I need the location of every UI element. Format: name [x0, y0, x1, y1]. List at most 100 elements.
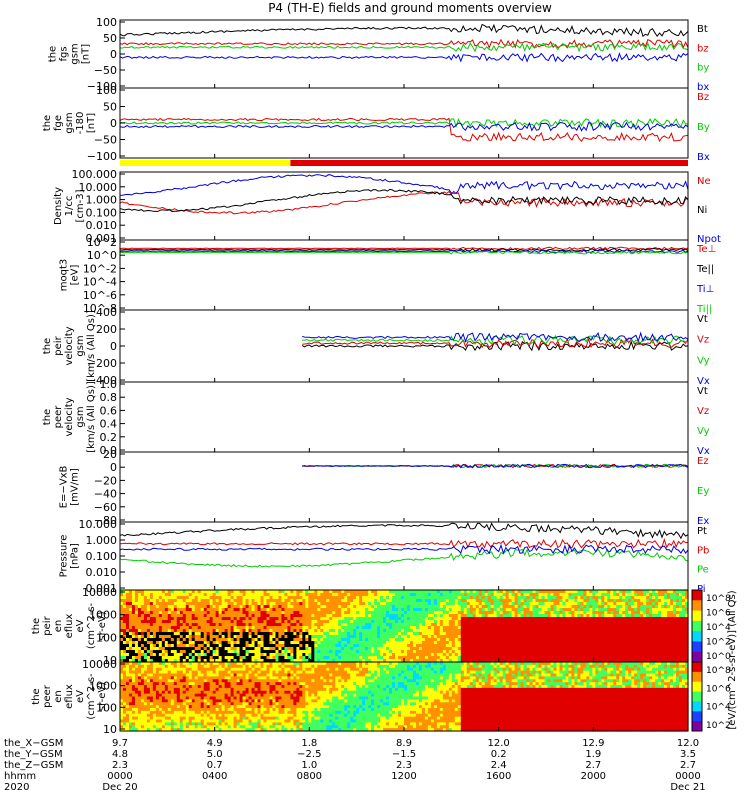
- y-tick-label: 0.0: [100, 444, 118, 457]
- y-tick-label: 0.4: [100, 418, 118, 431]
- x-row-value: 0400: [202, 771, 227, 782]
- series-te||: [120, 247, 689, 252]
- y-tick-label: 10^-4: [83, 276, 117, 289]
- y-tick-label: −400: [87, 374, 117, 387]
- series-pi: [119, 543, 689, 555]
- x-row-value: 0000: [107, 771, 132, 782]
- legend-npot: Npot: [697, 234, 721, 245]
- panel-1: 100 50 0 −50 −100 thefgsgsm[nT] Bt bz by bx: [48, 16, 710, 93]
- x-row-value: 0800: [297, 771, 322, 782]
- y-tick-label: −80: [94, 514, 117, 527]
- series-by: [119, 41, 689, 53]
- series-te⊥: [119, 246, 689, 251]
- y-tick-label: 0: [110, 48, 117, 61]
- y-tick-label: 10000: [82, 658, 117, 671]
- y-tick-label: 0: [110, 461, 117, 474]
- x-row-value: 12.0: [677, 738, 699, 749]
- legend-vz: Vz: [697, 335, 709, 346]
- x-row-value: 4.9: [207, 738, 223, 749]
- x-row-label: 2020: [4, 782, 29, 793]
- series-ni: [119, 188, 689, 213]
- y-tick-label: −100: [87, 150, 117, 163]
- panel-6: 1.00.80.60.40.20.0thepeervelocitygsm[km/…: [42, 378, 710, 457]
- y-tick-label: −40: [94, 488, 117, 501]
- y-tick-label: 100: [96, 16, 117, 29]
- series-pb: [119, 538, 689, 549]
- legend-pb: Pb: [697, 545, 709, 556]
- colorbar-tick-label: 10^2: [706, 721, 731, 731]
- x-row-value: 2.7: [585, 760, 601, 771]
- colorbar-tick-label: 10^8: [706, 666, 731, 676]
- x-row-value: 12.0: [488, 738, 510, 749]
- panel-2: 100 50 0 −50 −100 thefgegsm-180[nT] Bz By Bx: [42, 84, 710, 163]
- legend-vx: Vx: [697, 376, 710, 387]
- x-row-label: the_X−GSM: [4, 738, 63, 749]
- y-tick-label: 10^0: [87, 249, 117, 262]
- y-tick-label: 0.6: [100, 404, 118, 417]
- x-row-value: 3.5: [680, 749, 696, 760]
- y-tick-label: 100: [96, 701, 117, 714]
- panel-7: 200−20−40−60−80 E=−VxB[mV/m] Ez Ey Ex: [59, 448, 710, 527]
- legend-vt: Vt: [697, 386, 708, 397]
- x-row-value: 0.7: [207, 760, 223, 771]
- y-tick-label: 50: [103, 32, 117, 45]
- y-tick-label: −100: [87, 80, 117, 93]
- y-tick-label: 0.8: [100, 391, 118, 404]
- legend-vy: Vy: [697, 426, 710, 437]
- legend-vx: Vx: [697, 446, 710, 457]
- colorbar-tick-label: 10^6: [706, 609, 731, 619]
- y-tick-label: 1000: [89, 680, 117, 693]
- legend-by: by: [697, 63, 709, 74]
- x-row-value: 5.0: [207, 749, 223, 760]
- y-tick-label: −20: [94, 474, 117, 487]
- series-pt: [119, 522, 689, 540]
- series-ex: [302, 463, 689, 469]
- legend-bt: Bt: [697, 24, 708, 35]
- y-tick-label: 10.000: [79, 518, 118, 531]
- series-bz: [119, 117, 689, 143]
- legend-vz: Vz: [697, 406, 709, 417]
- colorbar-label: [eV/(cm^2-s-sr-eV)] (All Qs): [727, 590, 738, 729]
- y-tick-label: 0.100: [86, 206, 118, 219]
- x-row-value: 1.9: [585, 749, 601, 760]
- x-row-value: 0.2: [491, 749, 507, 760]
- panel-10: 10000 1000 100 10 thepeerenefluxeV(cm^2-s-sr…: [31, 658, 689, 736]
- x-row-value: 2.7: [680, 760, 696, 771]
- legend-ni: Ni: [697, 205, 707, 216]
- y-axis-label: thepeirenefluxeV(cm^2-s-sr-eV): [31, 602, 108, 649]
- y-tick-label: 10^-8: [83, 302, 117, 315]
- y-tick-label: 200: [96, 323, 117, 336]
- legend-bz: Bz: [697, 92, 709, 103]
- colorbar-1: 10^8 10^6 10^4 10^2 10^0: [691, 589, 731, 663]
- series-vz: [302, 337, 689, 349]
- y-tick-label: 0.100: [86, 550, 118, 563]
- x-row-value: 2.4: [491, 760, 507, 771]
- x-row-value: 0000: [675, 771, 700, 782]
- series-bt: [119, 23, 689, 38]
- panel-9: 10000 1000 100 10 thepeirenefluxeV(cm^2-s-sr…: [31, 586, 689, 667]
- y-tick-label: 400: [96, 306, 117, 319]
- x-row-value: 2000: [581, 771, 606, 782]
- legend-vy: Vy: [697, 355, 710, 366]
- y-tick-label: 100: [96, 631, 117, 644]
- y-tick-label: 10^2: [87, 236, 117, 249]
- legend-te⊥: Te⊥: [696, 244, 716, 255]
- legend-pt: Pt: [697, 526, 707, 537]
- x-row-value: 1.8: [301, 738, 317, 749]
- y-tick-label: 0.001: [86, 582, 118, 595]
- x-row-value: −2.5: [297, 749, 321, 760]
- legend-ex: Ex: [697, 516, 709, 527]
- x-row-value: 12.9: [582, 738, 604, 749]
- colorbar-tick-label: 10^2: [706, 638, 731, 648]
- x-row-label: hhmm: [4, 771, 36, 782]
- legend-bx: Bx: [697, 152, 710, 163]
- series-pe: [119, 548, 689, 568]
- y-axis-label: thepeervelocitygsm[km/s (All Qs)]: [42, 381, 97, 453]
- y-tick-label: 1.000: [86, 534, 118, 547]
- legend-ey: Ey: [697, 486, 709, 497]
- x-row-value: 2.3: [396, 760, 412, 771]
- y-axis-label: thepeirvelocitygsm[km/s (All Qs)]: [42, 310, 97, 382]
- y-axis-label: E=−VxB[mV/m]: [59, 466, 81, 509]
- x-row-value: −1.5: [392, 749, 416, 760]
